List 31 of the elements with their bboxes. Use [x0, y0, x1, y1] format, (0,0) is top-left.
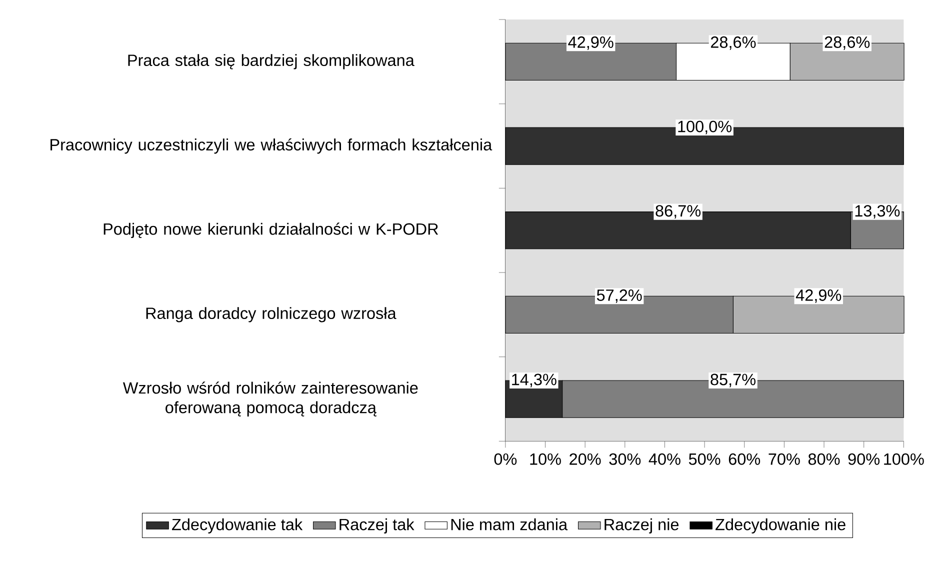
data-label: 14,3% — [512, 374, 556, 388]
data-label: 42,9% — [796, 290, 842, 304]
data-label: 85,7% — [710, 374, 756, 388]
legend-label: Zdecydowanie tak — [172, 518, 303, 534]
y-tick-label: Podjęto nowe kierunki działalności w K-PODR — [104, 222, 438, 238]
x-tick-label: 90% — [848, 454, 880, 466]
y-tick-label: Ranga doradcy rolniczego wzrosła — [146, 307, 396, 322]
y-tick-label: Wzrosło wśród rolników zainteresowanie oferowaną pomocą doradczą — [122, 382, 418, 417]
data-label: 28,6% — [710, 36, 756, 50]
x-tick-label: 0% — [494, 454, 517, 466]
x-tick-label: 80% — [808, 454, 840, 466]
data-label: 86,7% — [656, 205, 701, 219]
data-label: 57,2% — [596, 290, 642, 304]
x-tick-label: 60% — [728, 454, 760, 466]
data-label: 100,0% — [678, 120, 732, 134]
legend-label: Raczej nie — [604, 518, 679, 534]
x-tick-label: 10% — [530, 454, 561, 466]
x-tick-label: 20% — [570, 454, 601, 466]
data-label: 42,9% — [568, 36, 614, 50]
y-tick-label: Praca stała się bardziej skomplikowana — [128, 54, 414, 70]
x-tick-label: 30% — [609, 454, 641, 466]
y-tick-label: Pracownicy uczestniczyli we właściwych formach kształcenia — [50, 138, 492, 154]
legend-label: Raczej tak — [340, 518, 414, 534]
x-tick-label: 50% — [688, 454, 720, 466]
legend-label: Nie mam zdania — [451, 518, 568, 530]
legend-label: Zdecydowanie nie — [716, 518, 846, 534]
data-label: 13,3% — [855, 205, 900, 219]
x-tick-label: 100% — [884, 454, 924, 466]
data-label: 28,6% — [824, 36, 870, 50]
x-tick-label: 70% — [768, 454, 800, 466]
x-tick-label: 40% — [648, 454, 680, 466]
